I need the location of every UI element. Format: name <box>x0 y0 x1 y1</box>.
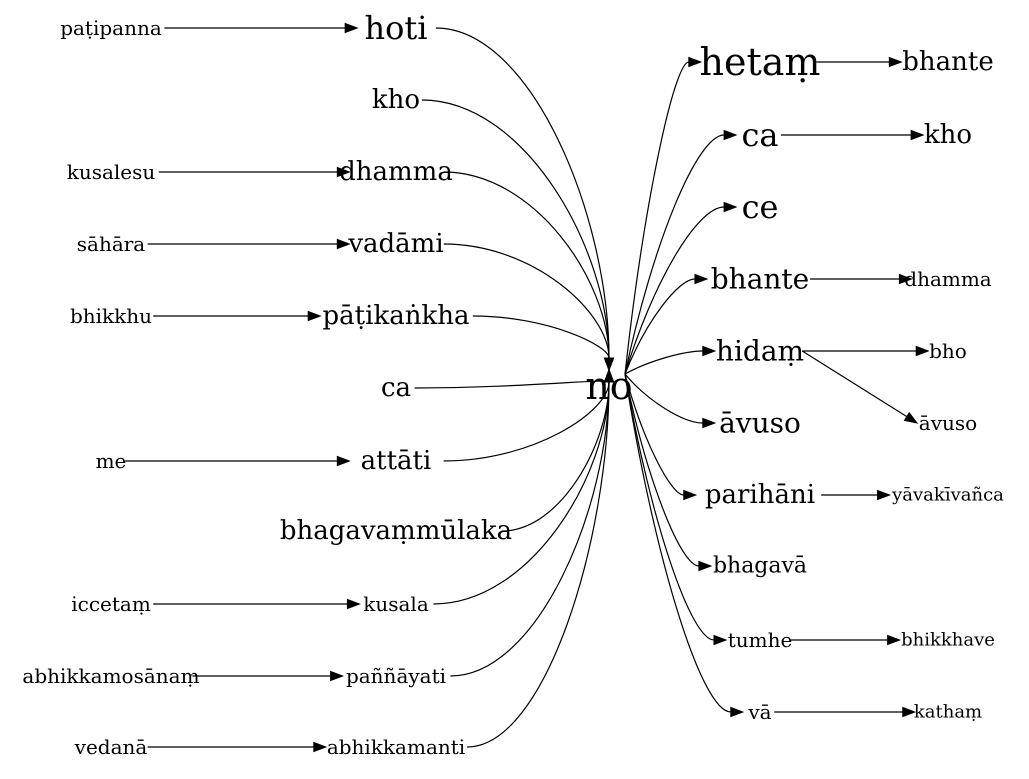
node-dhamma_rr: dhamma <box>904 267 992 291</box>
edge-abhikkamanti-to-no <box>467 381 610 748</box>
edge-pannayati-to-no <box>450 381 610 677</box>
node-ca_r: ca <box>742 116 779 154</box>
node-kho_rr: kho <box>924 120 972 150</box>
edge-kho_l-to-no <box>421 99 610 359</box>
edge-no-to-tumhe <box>624 373 715 641</box>
arrowhead-no-to-va <box>730 706 745 718</box>
node-kho_l: kho <box>372 85 420 115</box>
edge-no-to-hidam <box>624 350 703 375</box>
edge-dhamma_l-to-no <box>443 171 610 359</box>
node-hetam: hetaṃ <box>700 40 821 84</box>
node-ca_l: ca <box>381 373 411 403</box>
node-kusala: kusala <box>363 592 429 616</box>
arrowhead-hetam-to-bhante_rr <box>888 56 903 68</box>
edge-hoti-to-no <box>435 27 610 359</box>
edge-no-to-hetam <box>624 61 690 375</box>
node-va: vā <box>747 700 771 724</box>
arrowhead-va-to-katham <box>902 706 917 718</box>
arrowhead-parihani-to-yavakivanca <box>877 489 891 501</box>
node-vadami: vadāmi <box>347 229 443 259</box>
node-kusalesu: kusalesu <box>67 160 156 184</box>
arrowhead-abhikkamanti-to-no <box>603 368 615 383</box>
arrowhead-no-to-avuso_r <box>702 417 717 429</box>
node-bhante_r: bhante <box>711 263 810 296</box>
node-attati: attāti <box>361 446 432 476</box>
arrowhead-bhikkhu-to-patikankha <box>307 310 322 322</box>
arrowhead-no-to-ca_r <box>723 129 738 141</box>
node-iccetam: iccetaṃ <box>71 592 151 616</box>
arrowhead-no-to-bhagava <box>698 560 713 572</box>
edge-patikankha-to-no <box>472 315 610 359</box>
node-yavakivanca: yāvakīvañca <box>891 485 1004 506</box>
edge-no-to-parihani <box>624 373 684 496</box>
node-hoti: hoti <box>365 9 428 47</box>
arrowhead-no-to-tumhe <box>713 634 728 646</box>
arrowhead-tumhe-to-bhikkhave <box>887 634 902 646</box>
node-avuso_rr: āvuso <box>919 411 977 435</box>
node-bhante_rr: bhante <box>902 47 993 77</box>
arrowhead-abhikkamosanam-to-pannayati <box>330 670 345 682</box>
node-hidam: hidaṃ <box>716 335 804 368</box>
node-dhamma_l: dhamma <box>339 157 453 187</box>
node-bhikkhu: bhikkhu <box>70 304 152 328</box>
node-vedana: vedanā <box>74 735 148 759</box>
edge-no-to-avuso_r <box>624 373 703 424</box>
arrowhead-me-to-attati <box>336 455 351 467</box>
node-avuso_r: āvuso <box>719 407 801 440</box>
edge-no-to-va <box>624 373 731 713</box>
node-tumhe: tumhe <box>728 628 793 652</box>
node-bho: bho <box>929 339 967 363</box>
node-bhagava: bhagavā <box>713 554 807 579</box>
edge-no-to-bhagava <box>624 373 699 567</box>
arrowhead-sahara-to-vadami <box>336 238 351 250</box>
arrowhead-iccetam-to-kusala <box>346 598 361 610</box>
nodes-layer: no hoti kho dhamma vadāmi pāṭikaṅkha ca attāti b… <box>22 9 1004 759</box>
arrowhead-vedana-to-abhikkamanti <box>313 741 328 753</box>
arrowhead-patikankha-to-no <box>603 357 615 372</box>
node-bhagavammulaka: bhagavaṃmūlaka <box>280 516 512 546</box>
node-katham: kathaṃ <box>914 702 982 723</box>
edge-kusala-to-no <box>433 381 610 605</box>
edge-bhagavammulaka-to-no <box>501 381 610 532</box>
node-abhikkamosanam: abhikkamosānaṃ <box>22 664 199 688</box>
arrowhead-no-to-hidam <box>702 345 717 357</box>
edge-attati-to-no <box>443 381 610 462</box>
arrowhead-hidam-to-avuso_rr <box>903 411 919 424</box>
edges-layer <box>125 22 930 753</box>
node-bhikkhave: bhikkhave <box>901 630 995 651</box>
arrowhead-kusalesu-to-dhamma_l <box>336 166 351 178</box>
edge-no-to-bhante_r <box>624 278 696 375</box>
arrowhead-hidam-to-bho <box>915 345 930 357</box>
edge-no-to-ca_r <box>624 134 725 375</box>
arrowhead-no-to-hetam <box>688 56 703 68</box>
edge-hidam-to-avuso_rr <box>801 350 908 418</box>
edge-no-to-ce <box>624 206 725 375</box>
arrowhead-no-to-parihani <box>683 489 698 501</box>
arrowhead-bhante_r-to-dhamma_rr <box>898 273 913 285</box>
node-ce: ce <box>742 188 779 226</box>
node-no: no <box>585 364 632 408</box>
node-patipanna: paṭipanna <box>60 16 162 40</box>
node-pannayati: paññāyati <box>346 664 446 688</box>
arrowhead-no-to-bhante_r <box>694 273 709 285</box>
arrowhead-patipanna-to-hoti <box>344 22 359 34</box>
node-patikankha: pāṭikaṅkha <box>323 301 470 331</box>
edge-ca_l-to-no <box>414 380 610 389</box>
node-abhikkamanti: abhikkamanti <box>327 735 465 759</box>
node-parihani: parihāni <box>705 480 815 510</box>
arrowhead-ca_r-to-kho_rr <box>910 129 925 141</box>
arrowhead-no-to-ce <box>723 201 738 213</box>
node-me: me <box>96 449 127 473</box>
node-sahara: sāhāra <box>77 232 146 256</box>
edge-vadami-to-no <box>443 243 610 359</box>
